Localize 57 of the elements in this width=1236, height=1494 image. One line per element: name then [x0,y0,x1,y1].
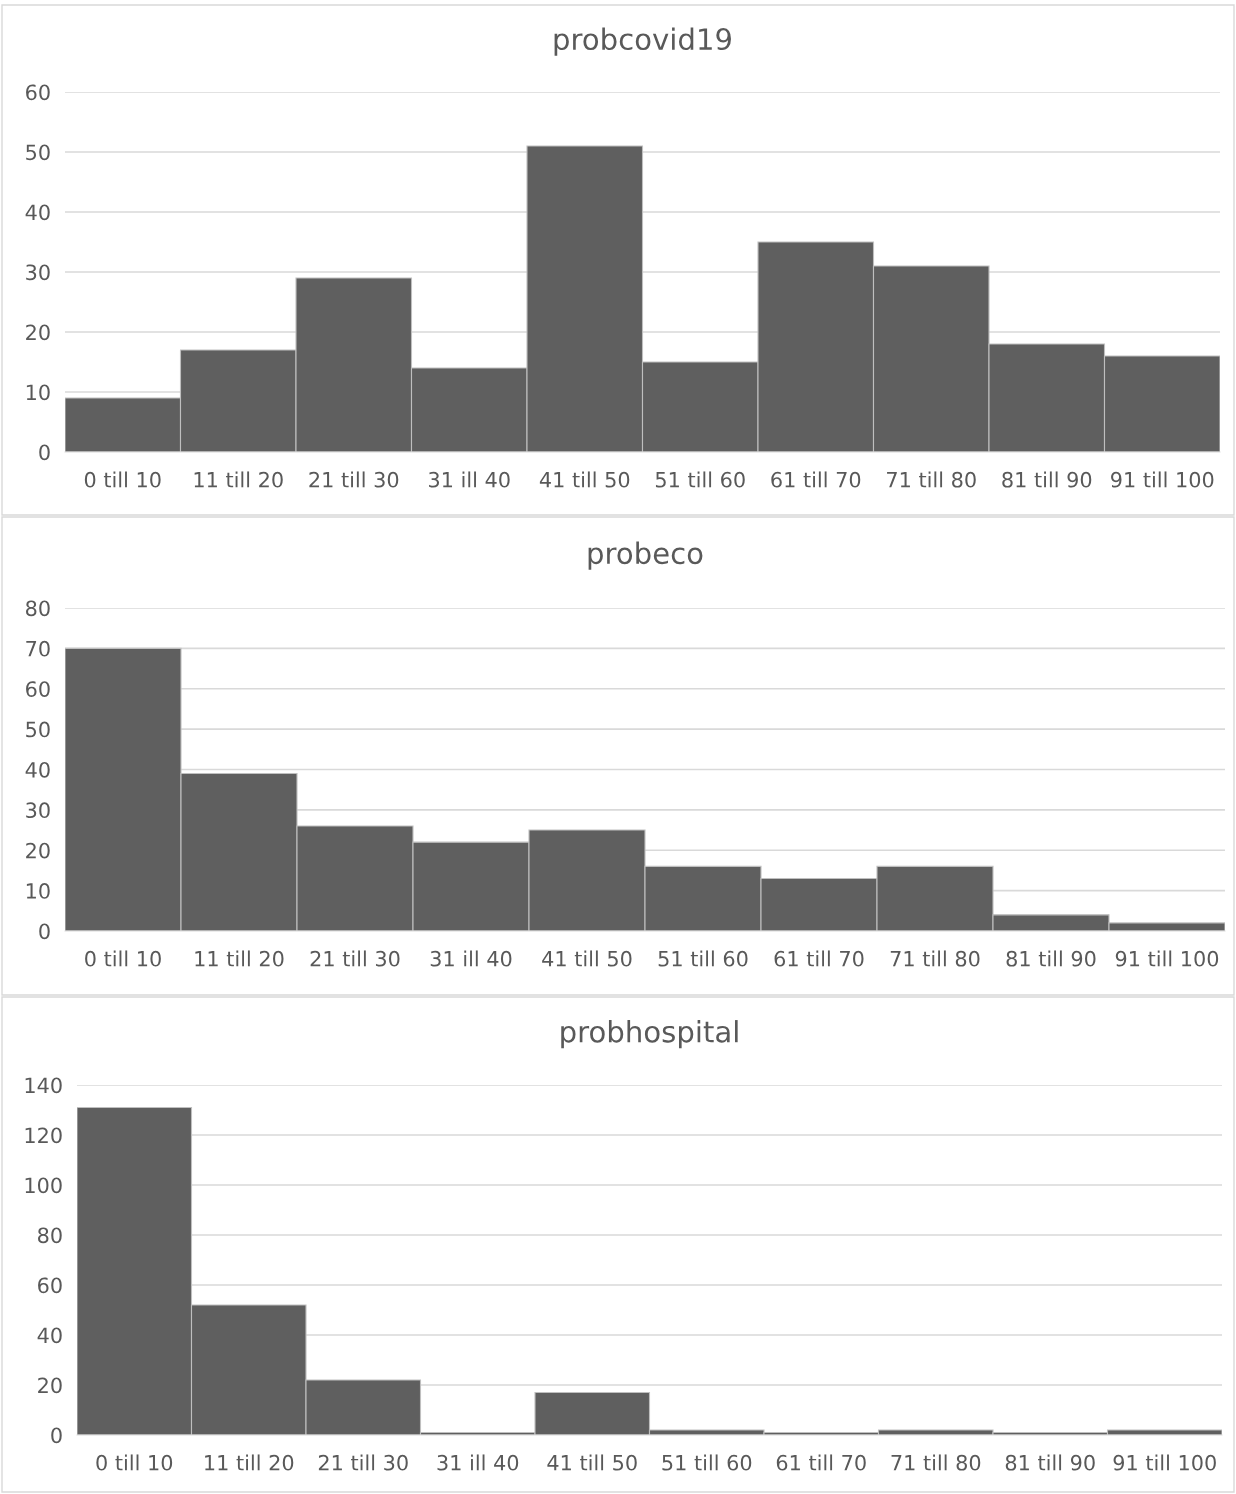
y-tick-label: 140 [25,1077,62,1094]
y-tick-label: 60 [38,1277,62,1294]
y-tick-label: 40 [37,1327,62,1344]
y-tick-label: 60 [26,681,50,697]
y-tick-label: 100 [25,1177,62,1194]
x-tick-label: 61 till 70 [774,950,864,967]
x-tick-label: 41 till 50 [539,471,630,488]
x-tick-label: 31 ill 40 [430,950,512,967]
x-tick-label: 11 till 20 [194,471,283,488]
x-tick-label: 51 till 60 [662,1454,752,1471]
x-tick-label: 11 till 20 [195,950,284,967]
y-tick-label: 30 [26,264,50,281]
x-tick-label: 71 till 80 [887,471,976,488]
x-tick-label: 51 till 60 [658,950,748,967]
chart-title: probhospital [561,1020,738,1049]
y-tick-label: 50 [26,144,50,161]
y-tick-label: 0 [39,444,50,461]
x-tick-label: 51 till 60 [655,471,745,488]
y-tick-label: 20 [38,1377,62,1394]
x-tick-label: 21 till 30 [318,1454,408,1471]
x-tick-label: 71 till 80 [890,950,980,967]
y-tick-label: 20 [26,324,50,341]
y-tick-label: 80 [26,600,50,617]
y-tick-label: 20 [26,842,50,859]
y-tick-label: 50 [26,721,50,738]
x-tick-label: 91 till 100 [1111,471,1214,488]
y-tick-label: 10 [26,384,50,401]
x-tick-label: 21 till 30 [310,950,400,967]
y-tick-label: 120 [25,1127,62,1144]
x-tick-label: 0 till 10 [84,471,161,488]
x-tick-label: 41 till 50 [547,1454,637,1471]
y-tick-label: 10 [26,883,50,899]
x-tick-label: 71 till 80 [891,1454,981,1471]
y-tick-label: 30 [26,802,50,819]
x-tick-label: 11 till 20 [205,1454,294,1471]
y-tick-label: 70 [26,640,50,657]
y-tick-label: 40 [25,761,50,778]
x-tick-label: 41 till 50 [542,950,632,967]
y-tick-label: 0 [39,923,50,940]
x-tick-label: 61 till 70 [776,1454,866,1471]
y-tick-label: 40 [25,204,50,221]
x-tick-label: 81 till 90 [1006,950,1096,967]
x-tick-label: 31 ill 40 [429,471,510,488]
x-tick-label: 81 till 90 [1002,471,1092,488]
x-tick-label: 0 till 10 [96,1454,173,1471]
x-tick-label: 21 till 30 [309,471,399,488]
x-tick-label: 81 till 90 [1005,1454,1095,1471]
x-tick-label: 31 ill 40 [437,1454,519,1471]
x-tick-label: 0 till 10 [85,950,161,967]
x-tick-label: 91 till 100 [1113,1454,1216,1471]
y-tick-label: 0 [51,1427,62,1444]
y-tick-label: 60 [26,84,50,101]
y-tick-label: 80 [38,1227,62,1244]
x-tick-label: 61 till 70 [771,471,861,488]
chart-title: probcovid19 [554,27,731,56]
x-tick-label: 91 till 100 [1115,950,1219,967]
chart-title: probeco [588,541,703,570]
